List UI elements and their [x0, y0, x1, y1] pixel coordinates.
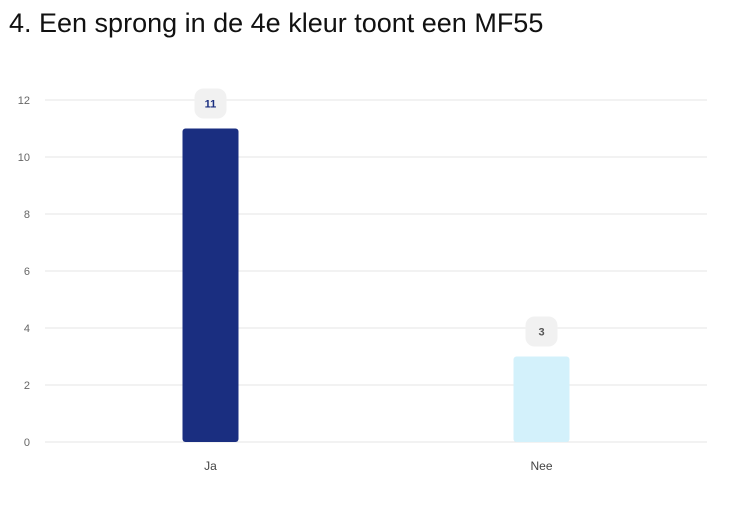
gridlines	[45, 99, 707, 443]
bar-ja[interactable]	[182, 128, 239, 443]
x-tick-label: Nee	[530, 459, 552, 473]
data-label: 3	[538, 327, 544, 339]
bars	[182, 128, 570, 443]
data-label-badge	[525, 316, 558, 347]
chart-title: 4. Een sprong in de 4e kleur toont een M…	[9, 8, 544, 38]
y-tick-label: 6	[24, 266, 30, 278]
y-tick-label: 0	[24, 437, 30, 449]
y-tick-label: 10	[18, 152, 30, 164]
x-tick-label: Ja	[204, 459, 217, 473]
data-label: 11	[205, 99, 217, 111]
data-labels: 11 3	[194, 88, 558, 347]
y-tick-label: 2	[24, 380, 30, 392]
y-tick-label: 12	[18, 95, 30, 107]
x-axis-ticks: Ja Nee	[204, 459, 553, 473]
data-label-badge	[194, 88, 227, 119]
y-tick-label: 8	[24, 209, 30, 221]
y-tick-label: 4	[24, 323, 30, 335]
y-axis-ticks: 0 2 4 6 8 10 12	[18, 95, 30, 449]
bar-nee[interactable]	[513, 356, 570, 443]
